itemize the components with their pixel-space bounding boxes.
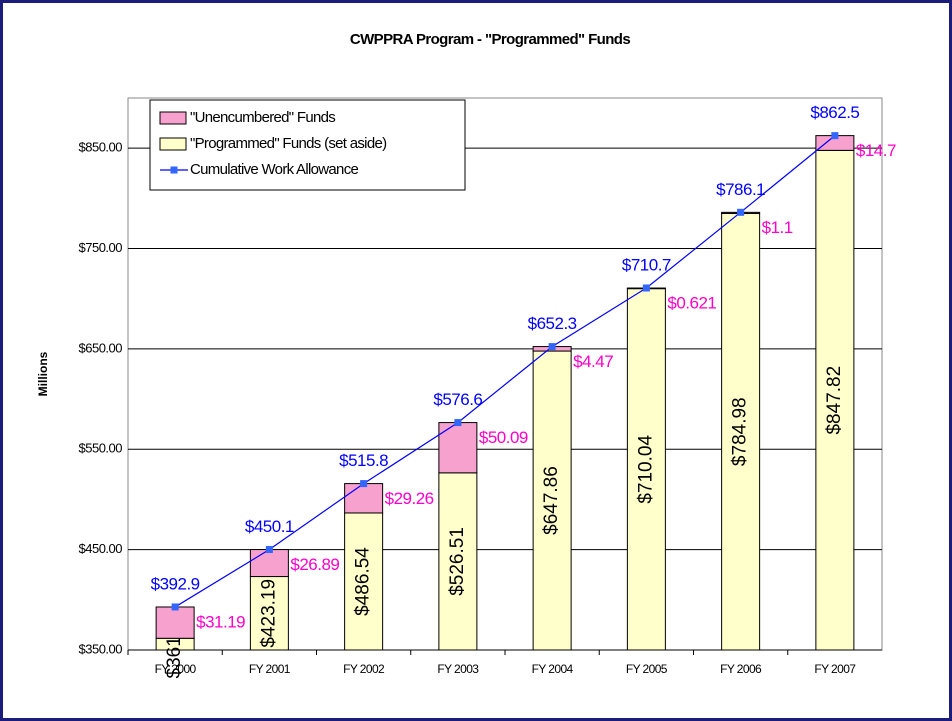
bar bbox=[344, 512, 384, 651]
bar-value-label: $486.54 bbox=[353, 547, 374, 616]
line-value-label: $392.9 bbox=[151, 574, 200, 593]
bar-value-label: $526.51 bbox=[447, 527, 468, 596]
bar bbox=[532, 350, 572, 651]
legend-swatch bbox=[159, 111, 187, 125]
chart-title: CWPPRA Program - "Programmed" Funds bbox=[350, 31, 630, 48]
line-value-label: $710.7 bbox=[622, 255, 671, 274]
y-tick-label: $650.00 bbox=[79, 340, 123, 355]
bar-value-label: $50.09 bbox=[479, 428, 528, 447]
line-value-label: $862.5 bbox=[810, 103, 859, 122]
line-value-label: $786.1 bbox=[716, 180, 765, 199]
y-tick-label: $450.00 bbox=[79, 541, 123, 556]
line-value-label: $450.1 bbox=[245, 517, 294, 536]
bar-value-label: $847.82 bbox=[824, 366, 845, 435]
bar-value-label: $14.7 bbox=[856, 141, 896, 160]
x-tick-label: FY 2005 bbox=[626, 662, 668, 676]
bar bbox=[438, 422, 478, 474]
bar-value-label: $784.98 bbox=[730, 397, 751, 466]
y-tick-label: $850.00 bbox=[79, 140, 123, 155]
x-tick-label: FY 2003 bbox=[437, 662, 479, 676]
bar-value-label: $29.26 bbox=[385, 489, 434, 508]
bar bbox=[721, 212, 761, 651]
bar bbox=[155, 606, 195, 639]
y-axis-label: Millions bbox=[36, 351, 50, 396]
line-marker bbox=[171, 603, 179, 611]
x-tick-label: FY 2002 bbox=[343, 662, 385, 676]
legend bbox=[149, 99, 466, 191]
bar bbox=[626, 288, 666, 651]
bar-value-label: $4.47 bbox=[573, 352, 613, 371]
x-tick-label: FY 2006 bbox=[720, 662, 762, 676]
line-marker bbox=[831, 132, 839, 140]
line bbox=[174, 135, 836, 608]
line-value-label: $576.6 bbox=[433, 390, 482, 409]
line-marker bbox=[737, 208, 745, 216]
line-marker bbox=[360, 480, 368, 488]
y-tick-label: $350.00 bbox=[79, 641, 123, 656]
x-tick-label: FY 2000 bbox=[155, 662, 197, 676]
line-marker bbox=[454, 419, 462, 427]
bar bbox=[344, 483, 384, 514]
line-marker bbox=[548, 343, 556, 351]
legend-label: Cumulative Work Allowance bbox=[190, 161, 358, 178]
bar bbox=[249, 549, 289, 578]
line-marker bbox=[642, 284, 650, 292]
y-tick-label: $750.00 bbox=[79, 240, 123, 255]
line-marker bbox=[265, 546, 273, 554]
legend-swatch bbox=[159, 137, 187, 151]
legend-label: "Programmed" Funds (set aside) bbox=[190, 135, 387, 152]
y-tick-label: $550.00 bbox=[79, 441, 123, 456]
legend-label: "Unencumbered" Funds bbox=[190, 109, 335, 126]
bar-value-label: $26.89 bbox=[290, 555, 339, 574]
legend-marker bbox=[170, 166, 178, 174]
x-tick-label: FY 2004 bbox=[532, 662, 574, 676]
bar-value-label: $710.04 bbox=[635, 435, 656, 504]
bar-value-label: $0.621 bbox=[667, 294, 716, 313]
bar bbox=[249, 576, 289, 651]
bar-value-label: $423.19 bbox=[258, 579, 279, 648]
x-tick-label: FY 2007 bbox=[814, 662, 856, 676]
line-value-label: $652.3 bbox=[528, 314, 577, 333]
x-tick-label: FY 2001 bbox=[249, 662, 291, 676]
bar-value-label: $1.1 bbox=[762, 218, 793, 237]
bar bbox=[815, 149, 855, 651]
bar-value-label: $31.19 bbox=[196, 612, 245, 631]
bar bbox=[438, 472, 478, 651]
bar-value-label: $647.86 bbox=[541, 466, 562, 535]
line-value-label: $515.8 bbox=[339, 451, 388, 470]
